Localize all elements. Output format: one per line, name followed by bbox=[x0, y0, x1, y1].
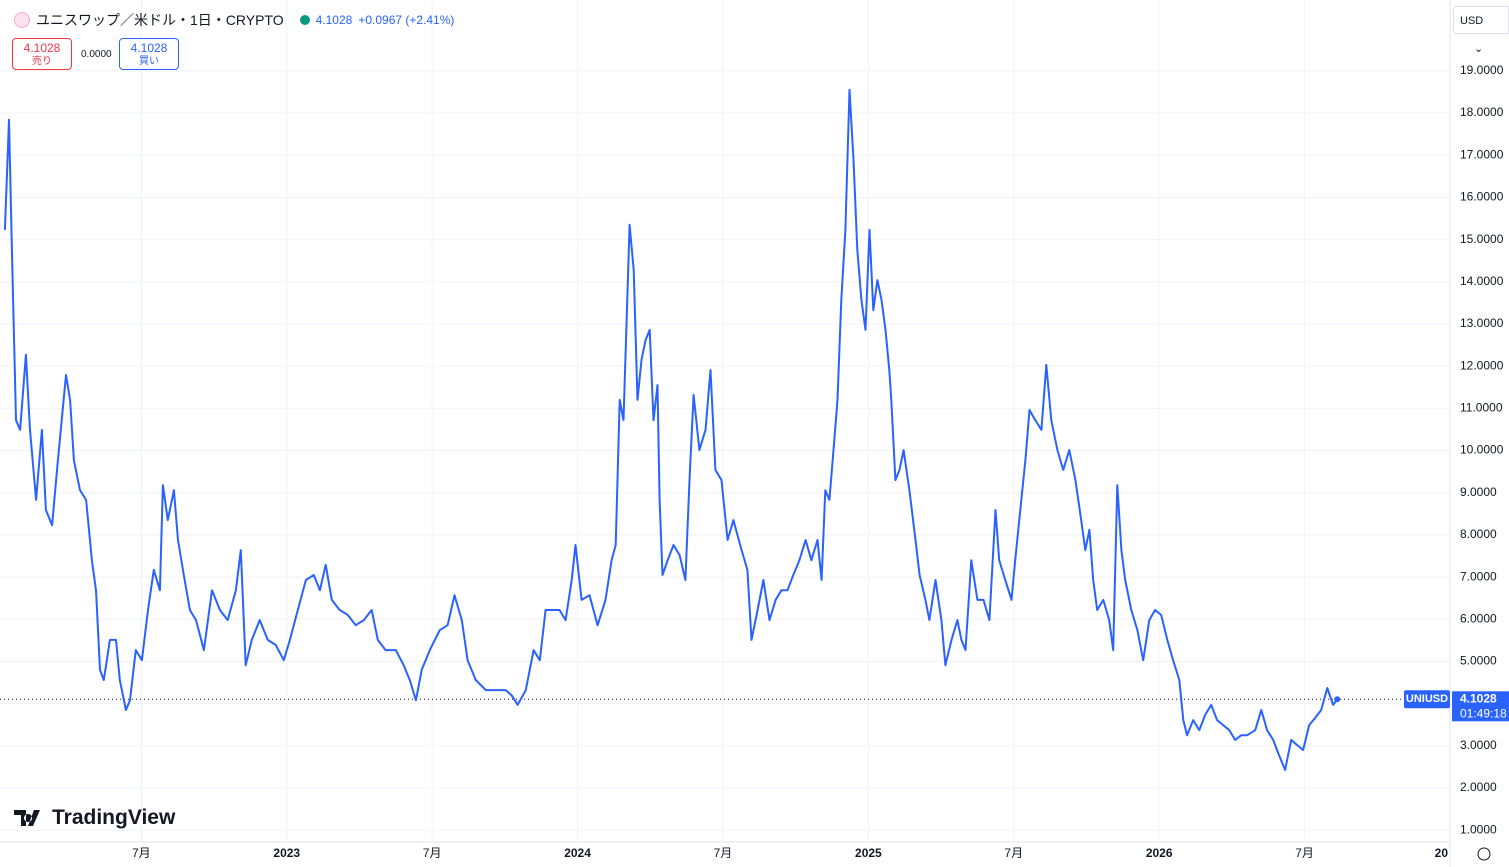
y-tick-label: 3.0000 bbox=[1460, 738, 1497, 752]
last-point bbox=[1334, 696, 1341, 703]
x-tick-label: 7月 bbox=[132, 846, 151, 860]
y-tick-label: 5.0000 bbox=[1460, 654, 1497, 668]
y-tick-label: 10.0000 bbox=[1460, 443, 1504, 457]
y-tick-label: 9.0000 bbox=[1460, 485, 1497, 499]
price-tag-countdown: 01:49:18 bbox=[1460, 706, 1507, 720]
y-tick-label: 18.0000 bbox=[1460, 105, 1504, 119]
x-tick-label: 7月 bbox=[1295, 846, 1314, 860]
grid bbox=[0, 0, 1451, 842]
x-tick-label: 2025 bbox=[855, 846, 882, 860]
sell-label: 売り bbox=[32, 56, 52, 67]
price-tag bbox=[1452, 691, 1509, 722]
watermark-text: TradingView bbox=[52, 806, 176, 829]
buy-button[interactable]: 4.1028 買い bbox=[119, 38, 179, 70]
watermark-logo bbox=[14, 810, 40, 826]
y-tick-label: 6.0000 bbox=[1460, 611, 1497, 625]
settings-icon[interactable] bbox=[1477, 847, 1491, 861]
y-tick-label: 15.0000 bbox=[1460, 232, 1504, 246]
x-tick-label: 7月 bbox=[423, 846, 442, 860]
x-tick-label: 2026 bbox=[1146, 846, 1173, 860]
chevron: ⌄ bbox=[1474, 43, 1484, 55]
x-tick-label: 7月 bbox=[714, 846, 733, 860]
y-tick-label: 12.0000 bbox=[1460, 358, 1504, 372]
y-tick-label: 16.0000 bbox=[1460, 190, 1504, 204]
sell-price: 4.1028 bbox=[23, 41, 61, 55]
x-tick-label: 20 bbox=[1435, 846, 1449, 860]
x-tick-label: 7月 bbox=[1004, 846, 1023, 860]
price-change: +0.0967 (+2.41%) bbox=[358, 13, 455, 27]
watermark: TradingView bbox=[14, 806, 175, 830]
y-tick-label: 14.0000 bbox=[1460, 274, 1504, 288]
price-tag-value: 4.1028 bbox=[1460, 691, 1497, 705]
price-line bbox=[3, 88, 1339, 771]
buy-price: 4.1028 bbox=[130, 41, 168, 55]
currency-select[interactable]: USD ⌄ bbox=[1453, 6, 1509, 55]
y-tick-label: 1.0000 bbox=[1460, 822, 1497, 836]
spread: 0.0000 bbox=[81, 49, 112, 60]
header: ユニスワップ／米ドル・1日・CRYPTO 4.1028 +0.0967 (+2.… bbox=[14, 10, 454, 30]
currency: USD bbox=[1460, 15, 1484, 27]
symbol-title: ユニスワップ／米ドル・1日・CRYPTO bbox=[36, 12, 284, 28]
y-tick-label: 19.0000 bbox=[1460, 63, 1504, 77]
sell-button[interactable]: 4.1028 売り bbox=[12, 38, 72, 70]
y-tick-label: 2.0000 bbox=[1460, 780, 1497, 794]
x-tick-label: 2024 bbox=[564, 846, 591, 860]
y-tick-label: 8.0000 bbox=[1460, 527, 1497, 541]
symbol-tag-label: UNIUSD bbox=[1406, 693, 1448, 705]
symbol-logo bbox=[14, 12, 30, 28]
y-tick-label: 17.0000 bbox=[1460, 147, 1504, 161]
last-price: 4.1028 bbox=[315, 13, 353, 27]
symbol-tag bbox=[1404, 690, 1450, 709]
y-tick-label: 7.0000 bbox=[1460, 569, 1497, 583]
y-tick-label: 13.0000 bbox=[1460, 316, 1504, 330]
y-tick-label: 11.0000 bbox=[1460, 401, 1503, 415]
buy-label: 買い bbox=[139, 56, 159, 67]
x-tick-label: 2023 bbox=[273, 846, 300, 860]
market-status bbox=[299, 15, 310, 25]
